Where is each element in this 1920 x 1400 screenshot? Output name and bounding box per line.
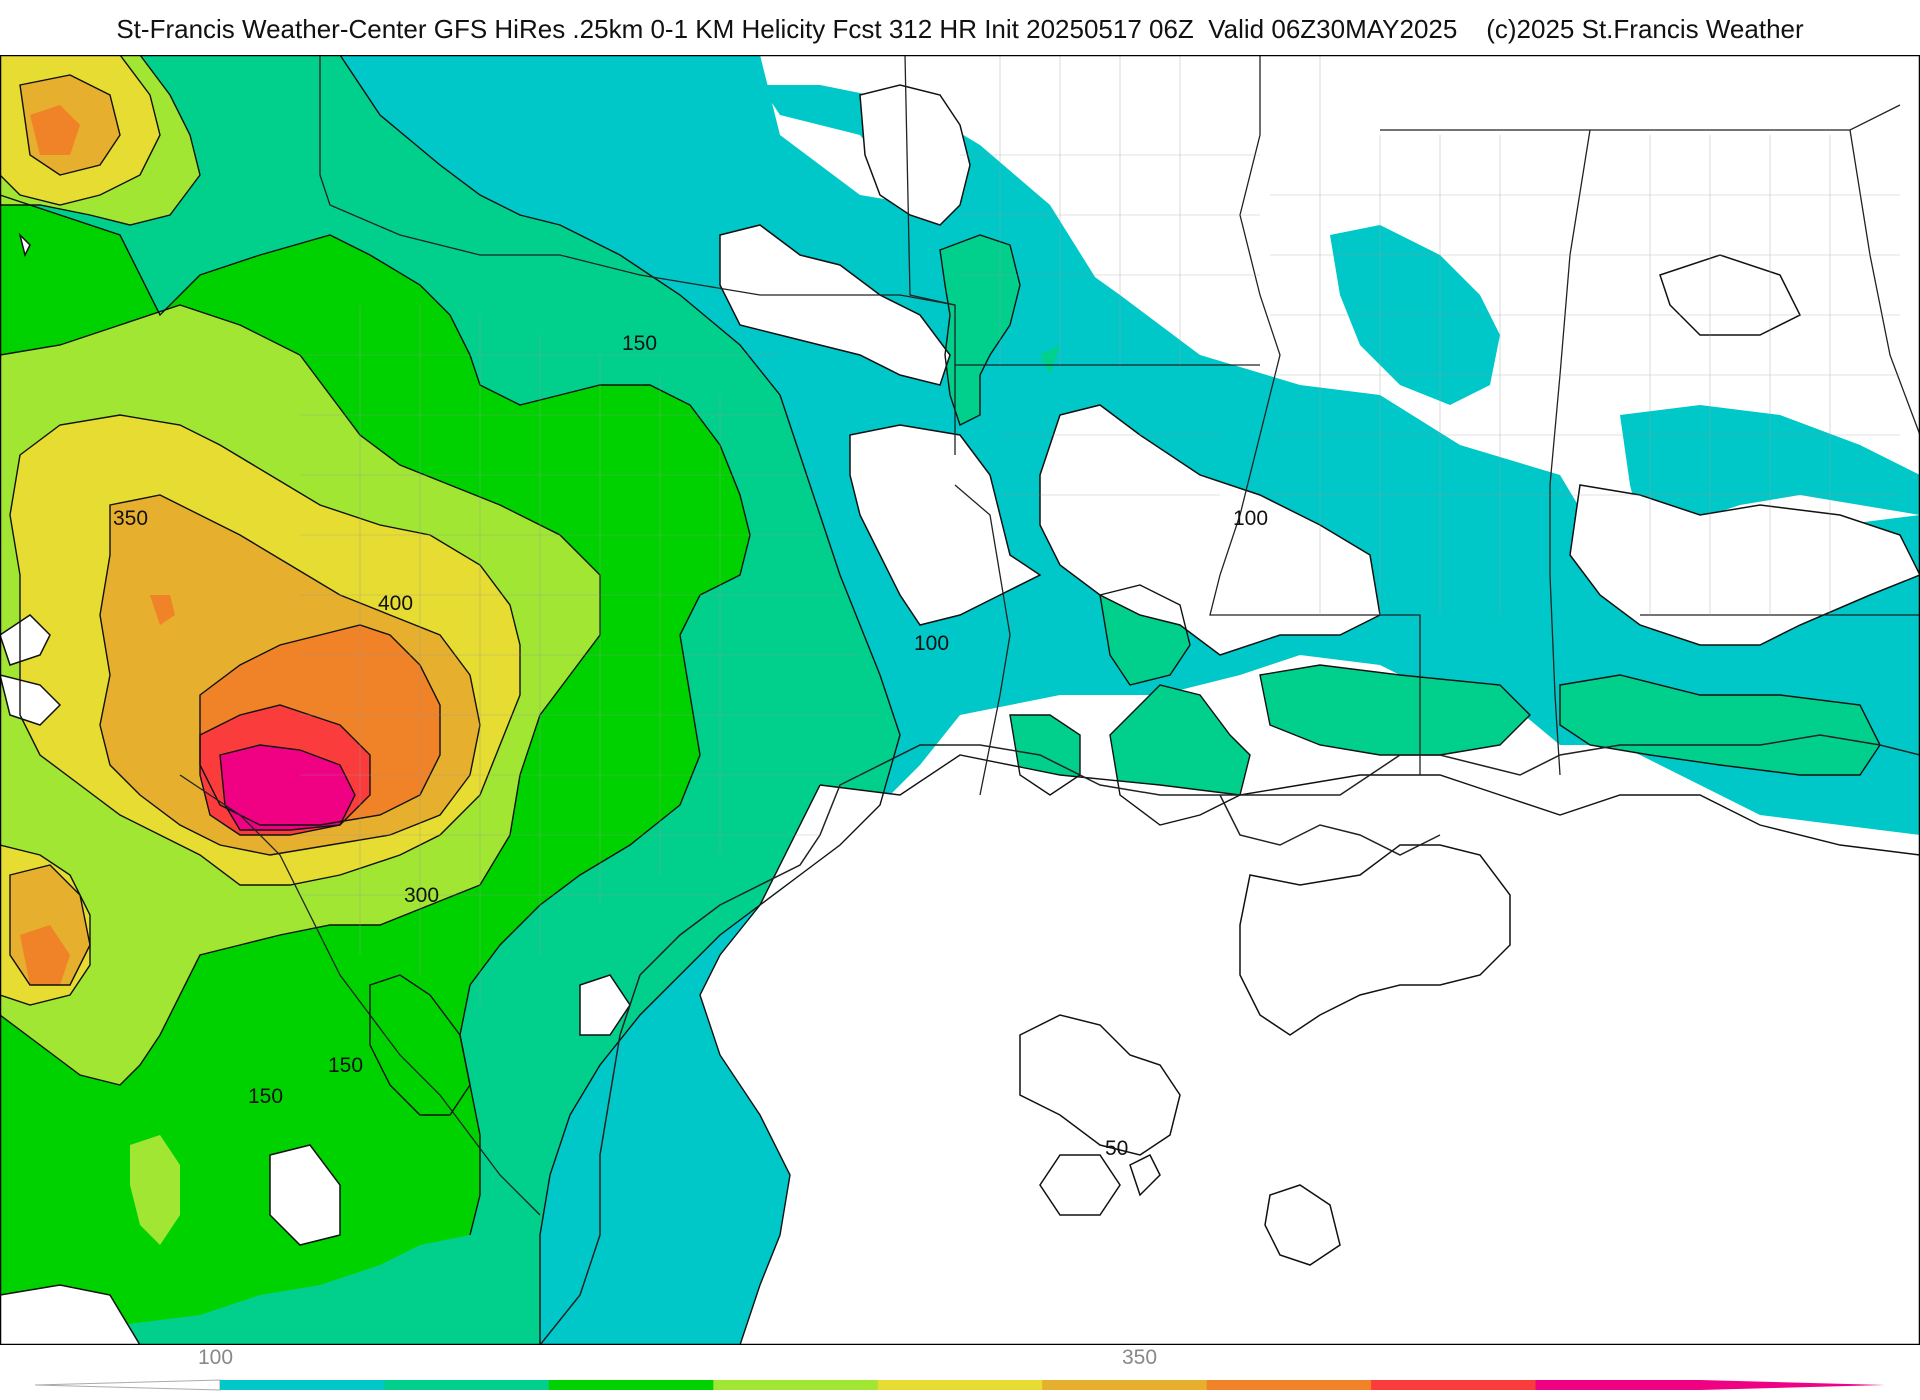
colorbar-tick-100: 100: [198, 1346, 234, 1369]
colorbar-segment: [384, 1380, 550, 1390]
colorbar-segment: [548, 1380, 714, 1390]
colorbar-segment: [1042, 1380, 1208, 1390]
colorbar-segment: [713, 1380, 879, 1390]
contour-label-150: 150: [622, 332, 657, 355]
contour-50: [1019, 844, 1511, 1266]
contour-label-150: 150: [328, 1054, 363, 1077]
colorbar-segment: [1371, 1380, 1537, 1390]
contour-labels: 150 350 400 300 100 100 150 150 50: [113, 332, 1268, 1160]
colorbar-segment: [1206, 1380, 1372, 1390]
colorbar-segment: [877, 1380, 1043, 1390]
colorbar: [34, 1379, 1885, 1391]
contour-label-100: 100: [914, 632, 949, 655]
coastline: [539, 734, 1920, 1345]
gulf-low-region: [700, 755, 1920, 1345]
colorbar-segment: [220, 1380, 385, 1390]
contour-label-350: 350: [113, 507, 148, 530]
band-500: [220, 745, 355, 830]
colorbar-segment: [1535, 1380, 1701, 1390]
contour-label-150: 150: [248, 1085, 283, 1108]
colorbar-segments: [220, 1380, 1701, 1390]
map-title: St-Francis Weather-Center GFS HiRes .25k…: [116, 14, 1804, 44]
contour-label-100: 100: [1233, 507, 1268, 530]
colorbar-tick-350: 350: [1122, 1346, 1158, 1369]
contour-label-50: 50: [1105, 1137, 1128, 1160]
colorbar-right-triangle: [1700, 1380, 1885, 1390]
helicity-map[interactable]: 150 350 400 300 100 100 150 150 50: [0, 55, 1920, 1345]
contour-label-300: 300: [404, 884, 439, 907]
state-borders: [179, 55, 1920, 1216]
colorbar-left-triangle: [34, 1379, 221, 1391]
county-lines: [300, 55, 1900, 1005]
low-helicity-areas: [0, 84, 1920, 1345]
contour-label-400: 400: [378, 592, 413, 615]
